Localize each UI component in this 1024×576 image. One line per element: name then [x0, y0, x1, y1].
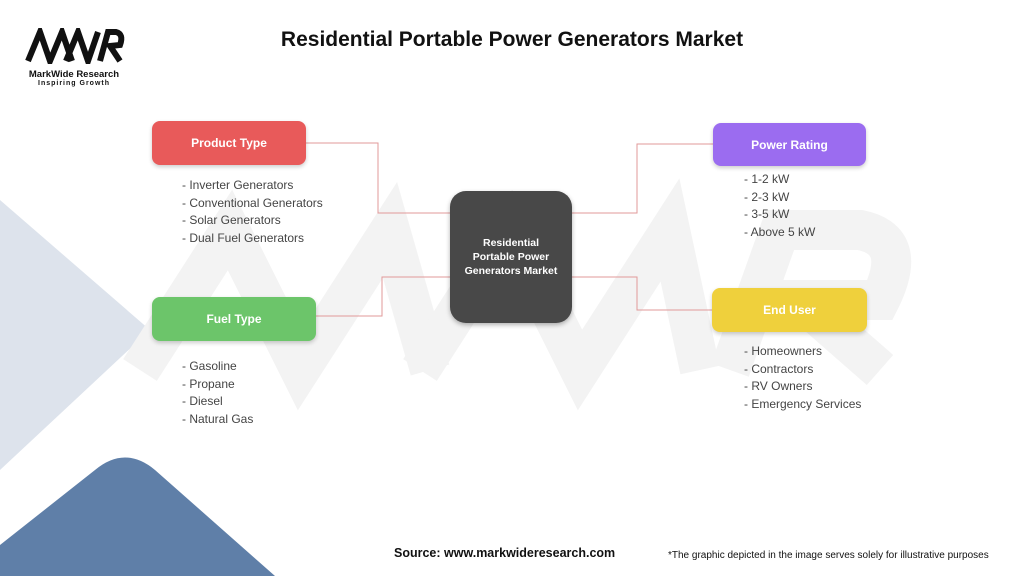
list-item: - Propane — [182, 376, 235, 391]
bg-blue-shape — [0, 457, 275, 576]
power-rating-list: - 1-2 kW - 2-3 kW - 3-5 kW - Above 5 kW — [744, 171, 815, 241]
logo-mark — [25, 23, 125, 71]
bg-triangle — [0, 200, 150, 470]
list-item: - Inverter Generators — [182, 178, 294, 192]
end-user-list: - Homeowners - Contractors - RV Owners -… — [744, 343, 861, 413]
category-power-rating: Power Rating — [713, 123, 866, 166]
list-item: - Diesel — [182, 394, 223, 408]
source-text: Source: www.markwideresearch.com — [394, 546, 616, 560]
list-item: - Above 5 kW — [744, 224, 816, 239]
connector-lines — [306, 142, 713, 317]
list-item: - 2-3 kW — [744, 189, 790, 204]
logo-brand: MarkWide Research — [28, 69, 120, 80]
category-product-type: Product Type — [152, 121, 306, 165]
list-item: - Conventional Generators — [182, 195, 323, 210]
list-item: - 1-2 kW — [744, 172, 790, 186]
list-item: - Gasoline — [182, 359, 237, 373]
list-item: - 3-5 kW — [744, 207, 790, 221]
list-item: - Dual Fuel Generators — [182, 230, 305, 245]
page-title: Residential Portable Power Generators Ma… — [280, 28, 744, 51]
category-fuel-type: Fuel Type — [152, 297, 316, 341]
center-node: Residential Portable Power Generators Ma… — [450, 191, 572, 323]
disclaimer-text: *The graphic depicted in the image serve… — [668, 550, 989, 561]
category-end-user: End User — [712, 288, 867, 332]
fuel-type-list: - Gasoline - Propane - Diesel - Natural … — [182, 358, 253, 428]
list-item: - Contractors — [744, 361, 814, 376]
list-item: - Natural Gas — [182, 411, 254, 426]
list-item: - Emergency Services — [744, 396, 862, 411]
product-type-list: - Inverter Generators - Conventional Gen… — [182, 177, 323, 247]
center-label: Residential Portable Power Generators Ma… — [464, 237, 558, 277]
list-item: - Homeowners — [744, 344, 823, 358]
logo: MarkWide Research Inspiring Growth — [22, 23, 126, 87]
list-item: - RV Owners — [744, 379, 813, 393]
list-item: - Solar Generators — [182, 213, 281, 227]
logo-tagline: Inspiring Growth — [38, 80, 110, 87]
